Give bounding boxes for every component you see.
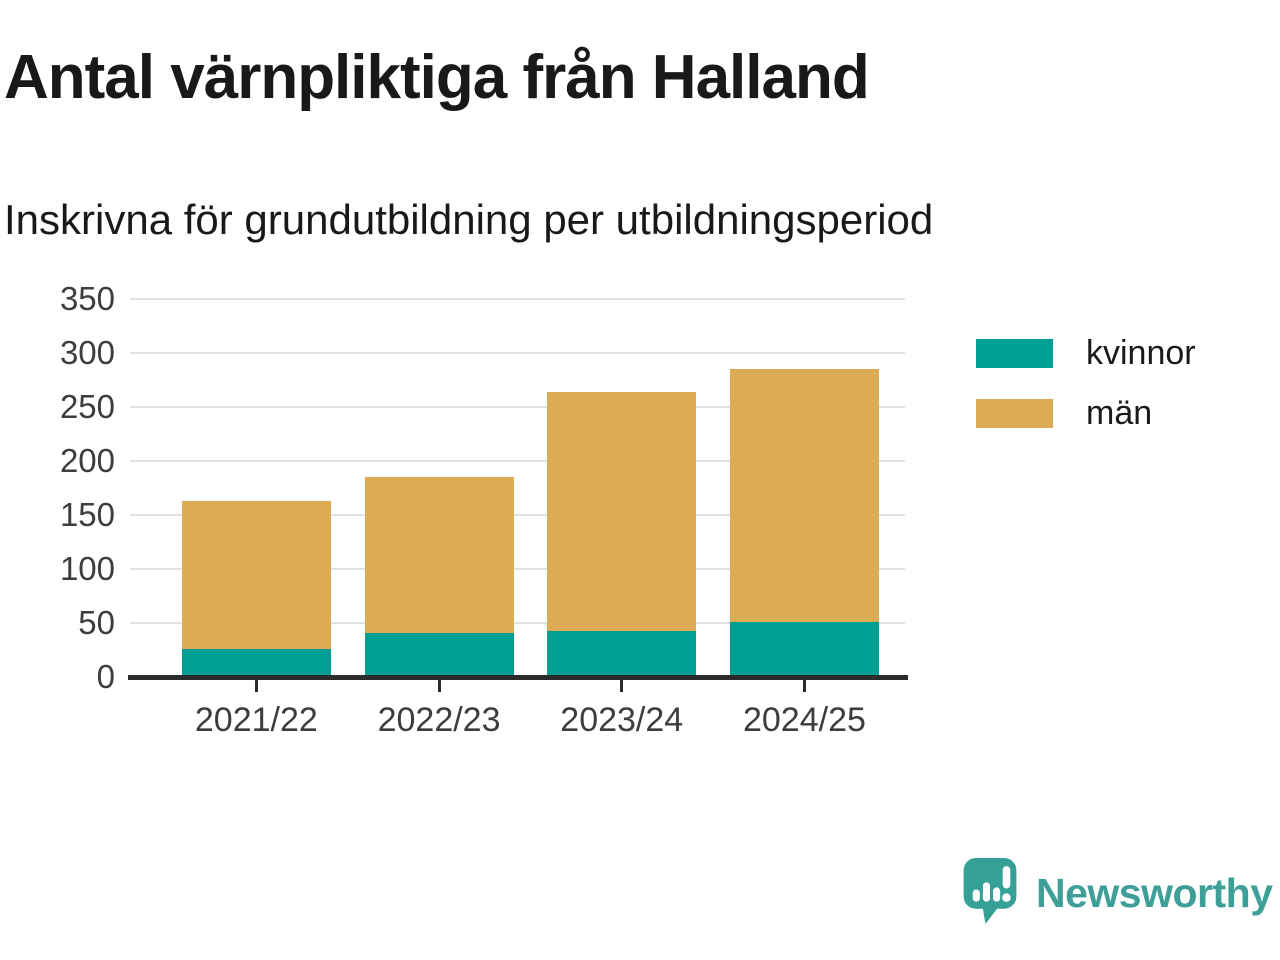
- x-axis-label-2021/22: 2021/22: [194, 701, 318, 739]
- y-axis-label-50: 50: [78, 604, 115, 641]
- gridline-350: [130, 298, 905, 300]
- bar-segment-män-2021/22: [181, 500, 331, 649]
- bar-segment-kvinnor-2021/22: [181, 648, 331, 677]
- bar-segment-män-2024/25: [729, 369, 879, 622]
- x-axis-tick-2021/22: [254, 679, 258, 692]
- y-axis-label-100: 100: [59, 550, 115, 587]
- bar-segment-män-2023/24: [547, 391, 697, 631]
- x-axis-label-2022/23: 2022/23: [377, 701, 501, 739]
- legend-item-män: män: [976, 394, 1196, 432]
- newsworthy-branding: Newsworthy: [963, 858, 1273, 927]
- gridline-100: [130, 568, 905, 570]
- gridline-200: [130, 460, 905, 462]
- x-axis-tick-2023/24: [620, 679, 624, 692]
- newsworthy-logo-icon: [963, 858, 1017, 924]
- legend-swatch-kvinnor: [976, 339, 1053, 368]
- gridline-250: [130, 406, 905, 408]
- y-axis-label-300: 300: [59, 334, 115, 371]
- x-axis-label-2024/25: 2024/25: [742, 701, 866, 739]
- bar-segment-kvinnor-2022/23: [364, 632, 514, 677]
- x-axis-tick-2024/25: [802, 679, 806, 692]
- chart-legend: kvinnor män: [976, 334, 1196, 459]
- x-axis-line: [128, 675, 908, 680]
- bar-segment-kvinnor-2023/24: [547, 630, 697, 677]
- x-axis-tick-2022/23: [437, 679, 441, 692]
- newsworthy-wordmark: Newsworthy: [1036, 870, 1273, 916]
- gridline-300: [130, 352, 905, 354]
- legend-item-kvinnor: kvinnor: [976, 334, 1196, 372]
- legend-label-män: män: [1086, 394, 1153, 432]
- x-axis-label-2023/24: 2023/24: [560, 701, 684, 739]
- legend-swatch-män: [976, 399, 1053, 428]
- y-axis-label-150: 150: [59, 496, 115, 533]
- y-axis-label-350: 350: [59, 280, 115, 317]
- y-axis-label-0: 0: [96, 658, 115, 695]
- gridline-150: [130, 514, 905, 516]
- legend-label-kvinnor: kvinnor: [1086, 334, 1196, 372]
- chart-subtitle: Inskrivna för grundutbildning per utbild…: [4, 196, 934, 243]
- chart-title: Antal värnpliktiga från Halland: [4, 43, 870, 112]
- bar-segment-män-2022/23: [364, 477, 514, 633]
- y-axis-label-250: 250: [59, 388, 115, 425]
- y-axis-label-200: 200: [59, 442, 115, 479]
- bar-segment-kvinnor-2024/25: [729, 621, 879, 677]
- gridline-50: [130, 622, 905, 624]
